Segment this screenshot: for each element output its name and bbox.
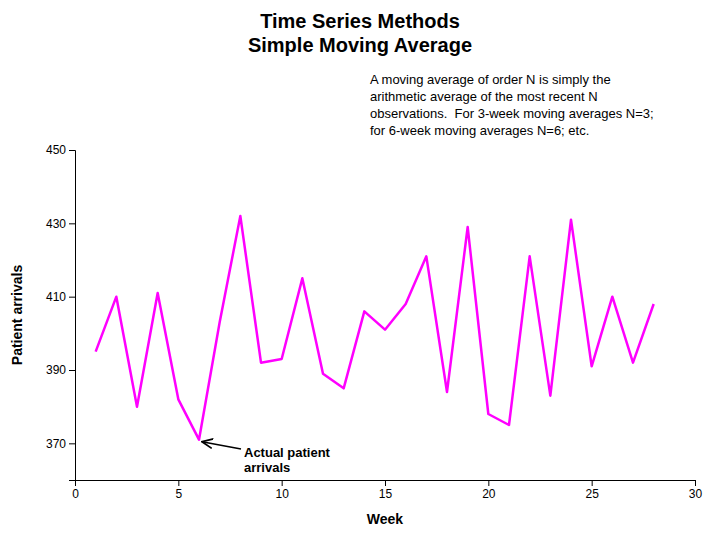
chart: Time Series MethodsSimple Moving Average… — [0, 0, 720, 540]
x-tick: 15 — [379, 480, 393, 501]
y-tick: 370 — [46, 437, 75, 451]
x-tick-label: 5 — [175, 487, 182, 501]
y-tick-label: 410 — [46, 290, 66, 304]
y-tick-mark — [69, 297, 75, 298]
y-tick-mark — [69, 443, 75, 444]
y-axis: 370 390 410 430 450 — [46, 143, 76, 480]
annotation-arrow — [202, 442, 241, 449]
y-tick-mark — [69, 370, 75, 371]
x-tick: 10 — [275, 480, 289, 501]
marks — [96, 216, 654, 440]
x-tick-mark — [592, 480, 593, 486]
annotation-text: A moving average of order N is simply th… — [370, 72, 654, 138]
x-tick-mark — [282, 480, 283, 486]
x-tick-mark — [488, 480, 489, 486]
x-tick-label: 10 — [275, 487, 289, 501]
x-axis-line — [76, 481, 696, 487]
x-tick: 30 — [689, 480, 703, 501]
y-axis-line — [69, 151, 76, 481]
x-axis: 0 5 10 15 20 25 30 — [72, 480, 702, 501]
x-tick-mark — [695, 480, 696, 486]
y-tick-label: 390 — [46, 363, 66, 377]
y-tick-label: 430 — [46, 217, 66, 231]
y-tick: 390 — [46, 363, 75, 377]
x-tick-label: 15 — [379, 487, 393, 501]
x-axis-title: Week — [367, 511, 404, 527]
x-tick: 0 — [72, 480, 79, 501]
x-tick-label: 30 — [689, 487, 703, 501]
y-tick: 410 — [46, 290, 75, 304]
y-tick-mark — [69, 150, 75, 151]
y-tick-label: 370 — [46, 437, 66, 451]
x-tick: 5 — [175, 480, 182, 501]
y-tick: 450 — [46, 143, 75, 157]
y-tick-label: 450 — [46, 143, 66, 157]
title: Time Series MethodsSimple Moving Average — [248, 10, 472, 56]
x-tick: 25 — [585, 480, 599, 501]
x-tick-mark — [385, 480, 386, 486]
data-line — [96, 216, 654, 440]
annotation-label: Actual patientarrivals — [244, 445, 331, 475]
y-tick: 430 — [46, 217, 75, 231]
x-tick: 20 — [482, 480, 496, 501]
plot: 0 5 10 15 20 25 30 370 390 410 430 450 — [46, 143, 703, 500]
x-tick-label: 0 — [72, 487, 79, 501]
x-tick-mark — [178, 480, 179, 486]
y-axis-title: Patient arrivals — [9, 265, 25, 366]
y-tick-mark — [69, 223, 75, 224]
x-tick-label: 20 — [482, 487, 496, 501]
x-tick-label: 25 — [585, 487, 599, 501]
